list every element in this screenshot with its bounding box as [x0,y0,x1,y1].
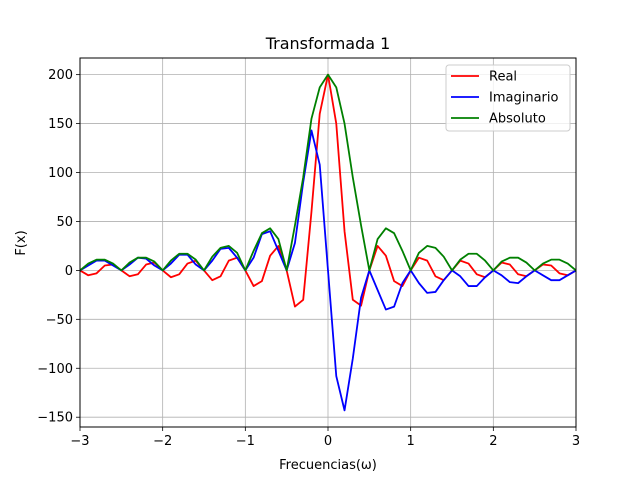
x-tick-label: −3 [70,434,89,449]
x-tick-label: 1 [407,434,415,449]
y-axis: −150 −100 −50 0 50 100 150 200 [37,68,80,426]
legend-label-imaginario: Imaginario [489,91,558,106]
x-tick-label: 2 [489,434,497,449]
legend-label-real: Real [489,70,517,85]
x-tick-label: 3 [572,434,580,449]
legend-box [445,64,571,132]
y-tick-label: 50 [56,215,73,230]
y-tick-label: −100 [37,362,73,377]
series-layer [80,73,576,412]
y-tick-label: −50 [46,313,73,328]
legend: Real Imaginario Absoluto [445,64,571,132]
x-tick-label: −1 [236,434,255,449]
x-tick-label: 0 [324,434,332,449]
y-tick-label: 200 [48,68,73,83]
plot-area [80,73,576,412]
x-axis: −3 −2 −1 0 1 2 3 [70,427,580,449]
y-tick-label: 150 [48,117,73,132]
y-tick-label: −150 [37,411,73,426]
chart-title: Transformada 1 [265,34,391,53]
y-tick-label: 100 [48,166,73,181]
series-line-absoluto [80,73,576,272]
x-axis-label: Frecuencias(ω) [279,458,377,473]
y-axis-label: F(x) [14,230,29,255]
x-tick-label: −2 [153,434,172,449]
legend-label-absoluto: Absoluto [489,112,546,127]
y-tick-label: 0 [65,264,73,279]
